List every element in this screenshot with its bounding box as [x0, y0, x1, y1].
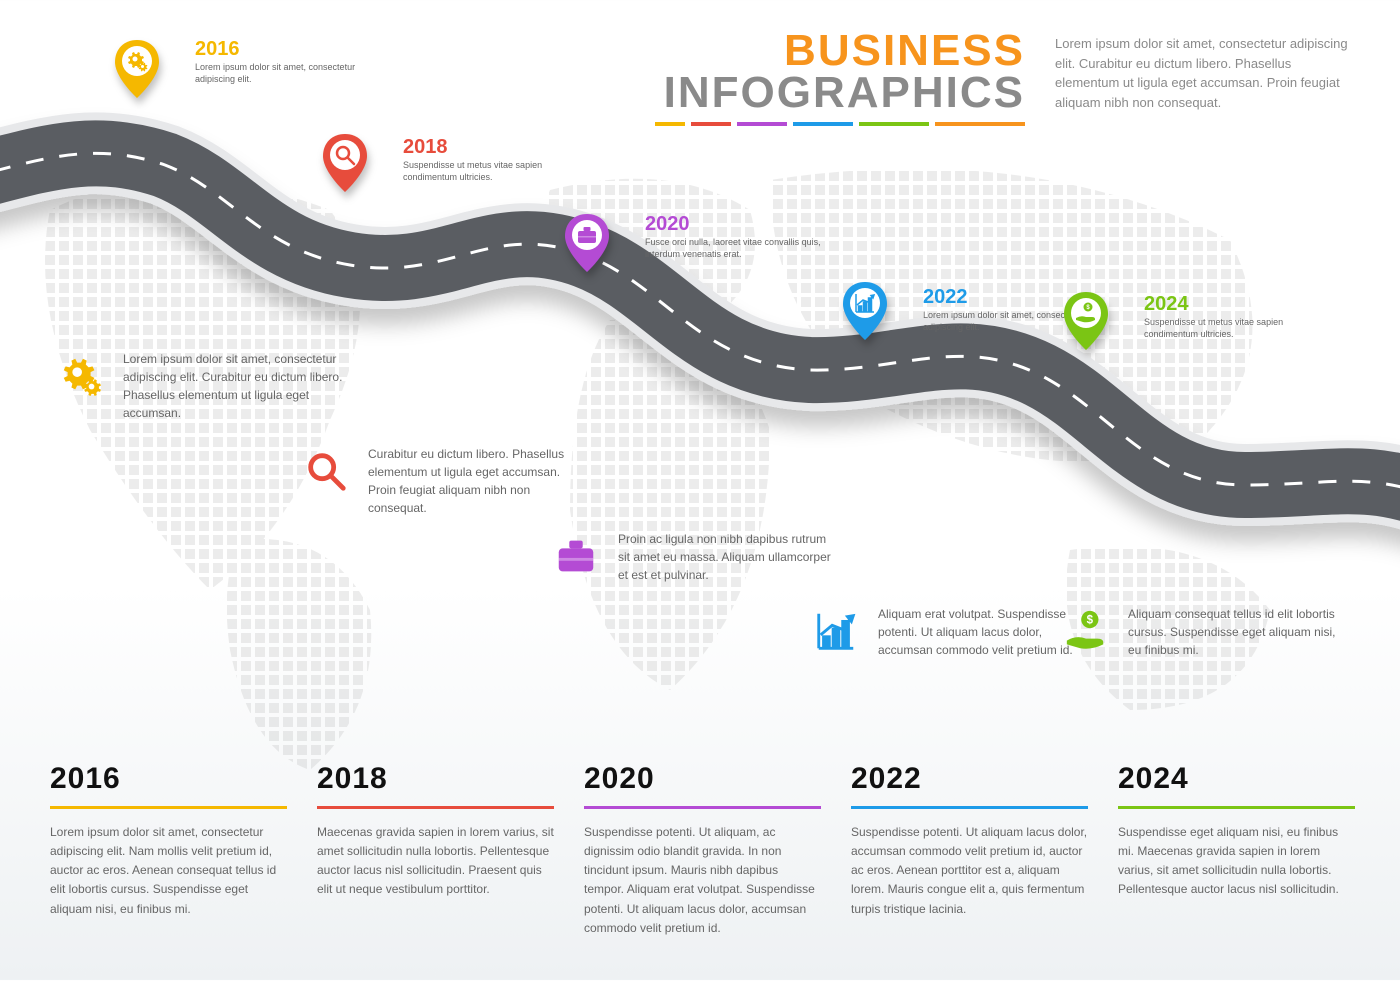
- detail-2020: Proin ac ligula non nibh dapibus rutrum …: [550, 530, 838, 584]
- pin-2020: [563, 214, 611, 274]
- gears-icon: [55, 350, 107, 402]
- column-rule: [50, 806, 287, 809]
- column-body: Suspendisse potenti. Ut aliquam lacus do…: [851, 823, 1088, 919]
- detail-2018: Curabitur eu dictum libero. Phasellus el…: [300, 445, 588, 517]
- pin-label-2024: 2024 Suspendisse ut metus vitae sapien c…: [1144, 294, 1324, 340]
- column-2022: 2022 Suspendisse potenti. Ut aliquam lac…: [851, 762, 1088, 938]
- detail-2022: Aliquam erat volutpat. Suspendisse poten…: [810, 605, 1098, 659]
- world-map-background: [30, 170, 1370, 780]
- pin-desc: Fusce orci nulla, laoreet vitae convalli…: [645, 237, 825, 260]
- chart-icon: [810, 605, 862, 657]
- detail-text: Curabitur eu dictum libero. Phasellus el…: [368, 445, 588, 517]
- column-year: 2022: [851, 762, 1088, 796]
- column-rule: [1118, 806, 1355, 809]
- header-intro-text: Lorem ipsum dolor sit amet, consectetur …: [1055, 30, 1355, 126]
- column-body: Suspendisse eget aliquam nisi, eu finibu…: [1118, 823, 1355, 900]
- pin-label-2018: 2018 Suspendisse ut metus vitae sapien c…: [403, 137, 583, 183]
- pin-year: 2020: [645, 214, 825, 234]
- pin-2018: [321, 134, 369, 194]
- column-year: 2016: [50, 762, 287, 796]
- detail-text: Lorem ipsum dolor sit amet, consectetur …: [123, 350, 343, 422]
- pin-desc: Lorem ipsum dolor sit amet, consectetur …: [923, 310, 1103, 333]
- detail-2024: $ Aliquam consequat tellus id elit lobor…: [1060, 605, 1348, 659]
- column-rule: [584, 806, 821, 809]
- pin-2022: [841, 282, 889, 342]
- title-underlines: [655, 122, 1025, 126]
- bottom-columns: 2016 Lorem ipsum dolor sit amet, consect…: [50, 762, 1355, 938]
- pin-year: 2016: [195, 39, 375, 59]
- pin-desc: Suspendisse ut metus vitae sapien condim…: [403, 160, 583, 183]
- column-rule: [317, 806, 554, 809]
- pin-year: 2022: [923, 287, 1103, 307]
- column-2016: 2016 Lorem ipsum dolor sit amet, consect…: [50, 762, 287, 938]
- title-line-2: INFOGRAPHICS: [655, 72, 1025, 114]
- detail-text: Aliquam consequat tellus id elit loborti…: [1128, 605, 1348, 659]
- column-rule: [851, 806, 1088, 809]
- detail-2016: Lorem ipsum dolor sit amet, consectetur …: [55, 350, 343, 422]
- column-year: 2024: [1118, 762, 1355, 796]
- pin-year: 2018: [403, 137, 583, 157]
- pin-desc: Suspendisse ut metus vitae sapien condim…: [1144, 317, 1324, 340]
- detail-text: Proin ac ligula non nibh dapibus rutrum …: [618, 530, 838, 584]
- pin-year: 2024: [1144, 294, 1324, 314]
- hand-money-icon: $: [1060, 605, 1112, 657]
- pin-label-2022: 2022 Lorem ipsum dolor sit amet, consect…: [923, 287, 1103, 333]
- column-year: 2018: [317, 762, 554, 796]
- column-2024: 2024 Suspendisse eget aliquam nisi, eu f…: [1118, 762, 1355, 938]
- column-body: Maecenas gravida sapien in lorem varius,…: [317, 823, 554, 900]
- pin-2016: [113, 40, 161, 100]
- pin-label-2020: 2020 Fusce orci nulla, laoreet vitae con…: [645, 214, 825, 260]
- pin-label-2016: 2016 Lorem ipsum dolor sit amet, consect…: [195, 39, 375, 85]
- briefcase-icon: [550, 530, 602, 582]
- column-2020: 2020 Suspendisse potenti. Ut aliquam, ac…: [584, 762, 821, 938]
- column-2018: 2018 Maecenas gravida sapien in lorem va…: [317, 762, 554, 938]
- pin-desc: Lorem ipsum dolor sit amet, consectetur …: [195, 62, 375, 85]
- title-line-1: BUSINESS: [655, 30, 1025, 72]
- column-body: Suspendisse potenti. Ut aliquam, ac dign…: [584, 823, 821, 938]
- magnifier-icon: [300, 445, 352, 497]
- column-year: 2020: [584, 762, 821, 796]
- svg-text:$: $: [1087, 614, 1094, 626]
- column-body: Lorem ipsum dolor sit amet, consectetur …: [50, 823, 287, 919]
